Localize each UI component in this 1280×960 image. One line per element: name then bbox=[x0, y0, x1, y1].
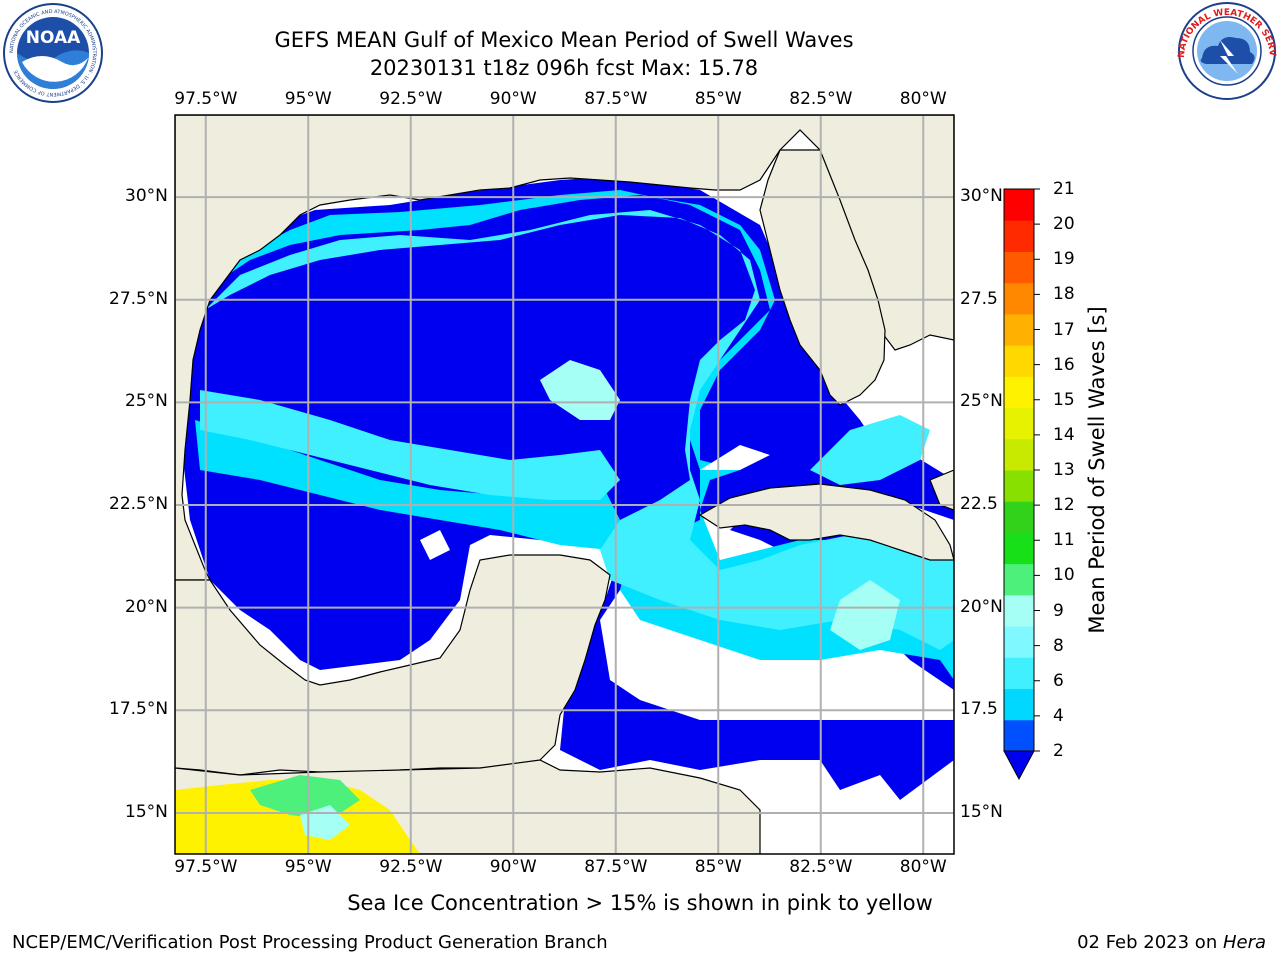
colorbar-tick-label: 4 bbox=[1053, 705, 1064, 726]
lat-label-right: 27.5 bbox=[960, 288, 998, 309]
colorbar-tick-label: 19 bbox=[1053, 249, 1075, 270]
colorbar-extend-arrow bbox=[1003, 750, 1035, 781]
colorbar-tick-label: 12 bbox=[1053, 495, 1075, 516]
lon-label-top: 87.5°W bbox=[584, 89, 648, 109]
footer-date: 02 Feb 2023 on Hera bbox=[1077, 932, 1266, 953]
lon-label-top: 82.5°W bbox=[789, 89, 853, 109]
colorbar-tick-label: 21 bbox=[1053, 179, 1075, 199]
lon-label-bottom: 97.5°W bbox=[174, 857, 238, 877]
lon-label-top: 90°W bbox=[489, 89, 537, 109]
footer-host: Hera bbox=[1222, 932, 1266, 953]
colorbar bbox=[1003, 188, 1040, 781]
lon-label-top: 97.5°W bbox=[174, 89, 238, 109]
colorbar-segment bbox=[1004, 407, 1034, 440]
no-data-patch bbox=[420, 445, 770, 560]
colorbar-tick-label: 10 bbox=[1053, 565, 1075, 586]
colorbar-segment bbox=[1004, 594, 1034, 627]
colorbar-segment bbox=[1004, 470, 1034, 502]
lat-label-right: 17.5 bbox=[960, 699, 998, 720]
swell-field-pacific-high bbox=[175, 780, 420, 854]
lat-label-right: 30°N bbox=[960, 186, 1003, 207]
colorbar-segment bbox=[1004, 345, 1034, 377]
colorbar-title: Mean Period of Swell Waves [s] bbox=[1085, 306, 1109, 634]
colorbar-segment bbox=[1004, 657, 1034, 690]
colorbar-tick-label: 17 bbox=[1053, 319, 1075, 340]
lat-label-right: 22.5 bbox=[960, 494, 998, 515]
sea-ice-caption: Sea Ice Concentration > 15% is shown in … bbox=[347, 891, 933, 915]
lat-label-left: 22.5°N bbox=[109, 494, 169, 515]
lon-label-top: 80°W bbox=[899, 89, 947, 109]
lat-label-right: 15°N bbox=[960, 801, 1003, 822]
colorbar-tick-label: 11 bbox=[1053, 530, 1075, 551]
colorbar-tick-label: 20 bbox=[1053, 214, 1075, 235]
lat-label-left: 20°N bbox=[125, 596, 168, 617]
colorbar-segment bbox=[1004, 189, 1034, 221]
colorbar-tick-label: 2 bbox=[1053, 741, 1064, 761]
colorbar-segment bbox=[1004, 688, 1034, 721]
swell-field-8-9s bbox=[540, 360, 900, 650]
map-frame bbox=[174, 114, 955, 855]
lat-label-left: 30°N bbox=[125, 186, 168, 207]
lon-label-top: 85°W bbox=[694, 89, 742, 109]
nws-logo-icon: NATIONAL WEATHER SERVICE bbox=[1176, 0, 1277, 100]
land-florida bbox=[759, 149, 886, 406]
chart-title: GEFS MEAN Gulf of Mexico Mean Period of … bbox=[274, 28, 854, 52]
lon-label-top: 95°W bbox=[284, 89, 332, 109]
colorbar-segment bbox=[1004, 220, 1034, 252]
colorbar-segment bbox=[1004, 282, 1034, 315]
colorbar-tick-label: 14 bbox=[1053, 424, 1075, 445]
lon-label-bottom: 90°W bbox=[489, 857, 537, 877]
lon-label-bottom: 85°W bbox=[694, 857, 742, 877]
colorbar-segment bbox=[1004, 532, 1034, 565]
colorbar-tick-label: 9 bbox=[1053, 600, 1064, 621]
lon-label-top: 92.5°W bbox=[379, 89, 443, 109]
footer-credit: NCEP/EMC/Verification Post Processing Pr… bbox=[12, 932, 608, 953]
colorbar-segment bbox=[1004, 376, 1034, 409]
colorbar-segment bbox=[1004, 313, 1034, 346]
colorbar-tick-label: 13 bbox=[1053, 460, 1075, 480]
colorbar-segment bbox=[1004, 719, 1034, 752]
chart-subtitle: 20230131 t18z 096h fcst Max: 15.78 bbox=[369, 56, 759, 80]
colorbar-tick-label: 6 bbox=[1053, 670, 1064, 691]
lat-label-left: 17.5°N bbox=[109, 699, 169, 720]
colorbar-segment bbox=[1004, 438, 1034, 471]
colorbar-tick-label: 15 bbox=[1053, 389, 1075, 410]
footer-date-text: 02 Feb 2023 on bbox=[1077, 932, 1223, 953]
lon-label-bottom: 82.5°W bbox=[789, 857, 853, 877]
lon-label-bottom: 80°W bbox=[899, 857, 947, 877]
lat-label-left: 15°N bbox=[125, 801, 168, 822]
colorbar-tick-label: 18 bbox=[1053, 284, 1075, 305]
lat-label-right: 20°N bbox=[960, 596, 1003, 617]
lat-label-left: 25°N bbox=[125, 391, 168, 412]
lon-label-bottom: 95°W bbox=[284, 857, 332, 877]
lon-label-bottom: 87.5°W bbox=[584, 857, 648, 877]
lon-label-bottom: 92.5°W bbox=[379, 857, 443, 877]
colorbar-segment bbox=[1004, 563, 1034, 596]
colorbar-tick-label: 8 bbox=[1053, 635, 1064, 656]
colorbar-tick-label: 16 bbox=[1053, 354, 1075, 375]
land-caribbean-islands bbox=[929, 469, 954, 511]
noaa-logo-text: NOAA bbox=[26, 28, 81, 48]
noaa-logo-icon: NOAA NATIONAL OCEANIC AND ATMOSPHERIC AD… bbox=[3, 3, 103, 103]
map-grid bbox=[175, 115, 954, 854]
lat-label-left: 27.5°N bbox=[109, 288, 169, 309]
swell-field-4-6s bbox=[195, 190, 954, 680]
colorbar-segment bbox=[1004, 251, 1034, 284]
colorbar-segment bbox=[1004, 626, 1034, 658]
lat-label-right: 25°N bbox=[960, 391, 1003, 412]
colorbar-segment bbox=[1004, 501, 1034, 533]
